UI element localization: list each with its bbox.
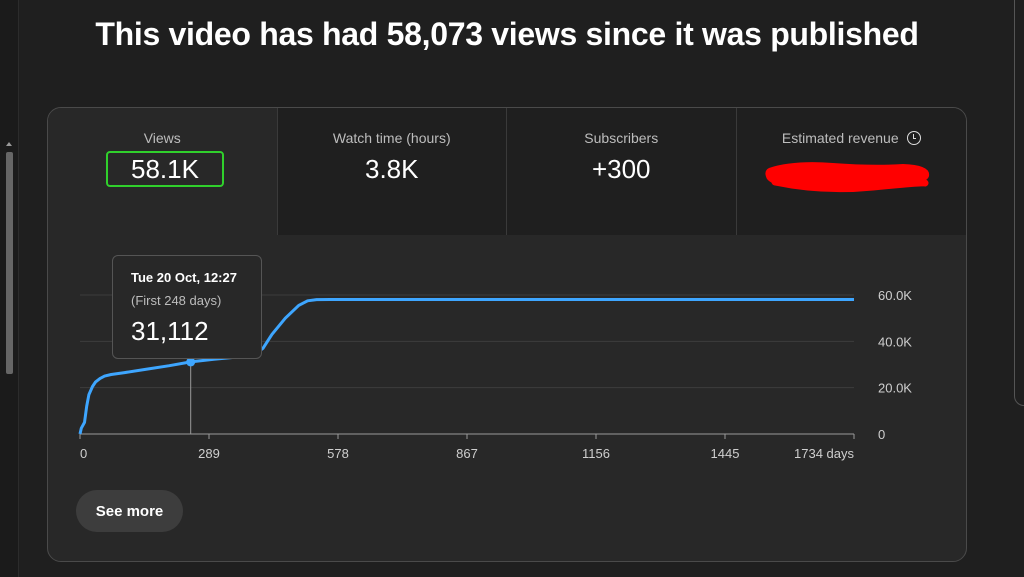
metric-label: Watch time (hours) [332, 130, 451, 146]
right-panel-edge [1014, 0, 1024, 406]
subscribers-value: +300 [591, 154, 651, 184]
watch-time-value: 3.8K [365, 154, 419, 184]
page-headline: This video has had 58,073 views since it… [95, 16, 919, 52]
y-tick-label: 20.0K [878, 381, 912, 396]
x-axis-ticks: 0 289 578 867 1156 1445 1734 days [79, 434, 855, 461]
y-tick-label: 0 [878, 427, 885, 442]
x-tick-label: 289 [198, 446, 220, 461]
metric-label: Estimated revenue [737, 130, 967, 146]
left-scrollbar-thumb[interactable] [6, 152, 13, 374]
tooltip-date: Tue 20 Oct, 12:27 [131, 270, 237, 285]
y-tick-label: 60.0K [878, 288, 912, 303]
x-tick-label: 1156 [582, 446, 610, 461]
metric-tab-subscribers[interactable]: Subscribers +300 [507, 108, 737, 235]
chart-tooltip: Tue 20 Oct, 12:27 (First 248 days) 31,11… [112, 255, 262, 359]
revenue-redaction-scribble [764, 162, 929, 193]
x-tick-label: 0 [80, 446, 87, 461]
revenue-label-text: Estimated revenue [781, 130, 899, 146]
tooltip-value: 31,112 [131, 316, 209, 346]
views-series-line [78, 298, 854, 435]
hover-point[interactable] [186, 357, 196, 367]
metric-tabs: Views 58.1K Watch time (hours) 3.8K Subs… [48, 108, 966, 235]
left-rail [0, 0, 19, 577]
metric-tab-estimated-revenue[interactable]: Estimated revenue [736, 108, 967, 235]
y-axis-ticks: 0 20.0K 40.0K 60.0K [878, 288, 912, 442]
scroll-up-arrow-icon[interactable] [6, 142, 12, 146]
see-more-button[interactable]: See more [76, 490, 183, 532]
views-value: 58.1K [106, 151, 224, 187]
tooltip-range: (First 248 days) [131, 293, 222, 308]
clock-icon[interactable] [906, 131, 921, 145]
metric-tab-views[interactable]: Views 58.1K [48, 108, 278, 235]
metric-label: Views [143, 130, 181, 146]
metric-label: Subscribers [584, 130, 659, 146]
analytics-card: Views 58.1K Watch time (hours) 3.8K Subs… [47, 107, 967, 562]
x-tick-label: 867 [456, 446, 478, 461]
x-tick-label: 578 [327, 446, 349, 461]
x-tick-label: 1734 days [794, 446, 854, 461]
metric-tab-watch-time[interactable]: Watch time (hours) 3.8K [277, 108, 507, 235]
y-tick-label: 40.0K [878, 334, 912, 349]
x-tick-label: 1445 [711, 446, 740, 461]
